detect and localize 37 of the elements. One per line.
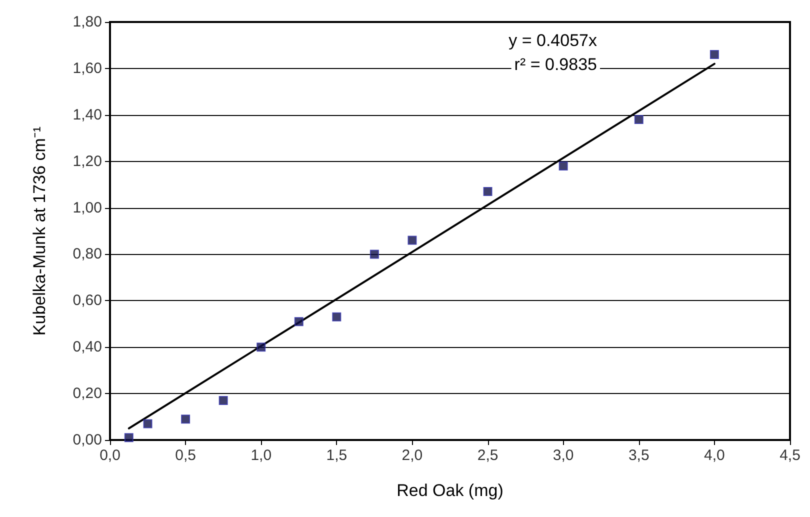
point bbox=[181, 414, 190, 424]
point bbox=[634, 115, 644, 124]
point bbox=[256, 342, 266, 352]
x-tick-label: 4,0 bbox=[704, 447, 725, 464]
x-tick-label: 0,0 bbox=[100, 447, 120, 464]
y-tick-label: 1,60 bbox=[72, 60, 102, 77]
y-tick-label: 1,00 bbox=[72, 199, 102, 216]
x-tick-label: 3,5 bbox=[628, 447, 650, 464]
point bbox=[558, 161, 568, 170]
y-axis-title: Kubelka-Munk at 1736 cm⁻¹ bbox=[30, 126, 49, 336]
y-tick-label: 0,00 bbox=[72, 432, 102, 448]
point bbox=[124, 433, 134, 442]
point bbox=[408, 236, 417, 245]
point bbox=[332, 312, 342, 322]
y-tick-label: 0,80 bbox=[72, 246, 102, 263]
x-tick-label: 3,0 bbox=[552, 447, 574, 464]
x-tick-label: 2,0 bbox=[402, 447, 423, 464]
y-tick-label: 1,20 bbox=[72, 152, 102, 170]
y-tick-label: 0,40 bbox=[72, 338, 102, 356]
point bbox=[143, 419, 152, 428]
point bbox=[294, 317, 304, 326]
x-tick-label: 1,5 bbox=[326, 447, 348, 464]
point bbox=[710, 50, 719, 60]
y-tick-label: 1,40 bbox=[72, 106, 102, 124]
annotation: y = 0.4057x bbox=[508, 31, 598, 50]
y-tick-label: 1,80 bbox=[72, 14, 102, 30]
point bbox=[370, 250, 379, 259]
annotation: r² = 0.9835 bbox=[514, 55, 598, 74]
point bbox=[218, 396, 228, 406]
x-tick-label: 1,0 bbox=[250, 447, 272, 464]
x-tick-label: 2,5 bbox=[477, 447, 498, 464]
x-axis-title: Red Oak (mg) bbox=[396, 481, 504, 500]
x-tick-label: 0,5 bbox=[175, 447, 196, 464]
y-tick-label: 0,60 bbox=[72, 292, 102, 310]
y-tick-label: 0,20 bbox=[72, 385, 102, 402]
point bbox=[483, 187, 492, 196]
x-tick-label: 4,5 bbox=[780, 447, 800, 464]
